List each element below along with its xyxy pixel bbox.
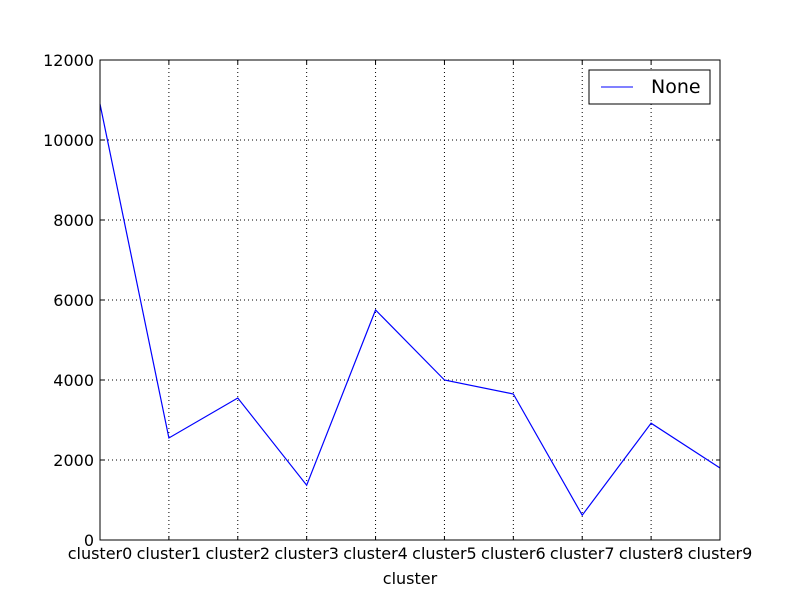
y-tick-label: 8000 [53, 211, 94, 230]
y-tick-label: 10000 [43, 131, 94, 150]
y-tick-label: 6000 [53, 291, 94, 310]
x-tick-label: cluster1 [137, 544, 202, 563]
x-tick-label: cluster8 [619, 544, 684, 563]
x-tick-label: cluster6 [481, 544, 546, 563]
x-tick-label: cluster9 [688, 544, 753, 563]
legend-label: None [651, 76, 701, 98]
x-axis-label: cluster [383, 569, 438, 588]
y-tick-label: 12000 [43, 51, 94, 70]
x-tick-label: cluster0 [68, 544, 133, 563]
y-tick-label: 0 [84, 531, 94, 550]
x-tick-labels: cluster0 cluster1 cluster2 cluster3 cluster4… [68, 544, 753, 563]
x-tick-label: cluster2 [205, 544, 270, 563]
x-tick-label: cluster7 [550, 544, 615, 563]
x-tick-label: cluster3 [274, 544, 339, 563]
x-tick-label: cluster5 [412, 544, 477, 563]
series-line [99, 103, 721, 517]
y-tick-label: 4000 [53, 371, 94, 390]
series-layer [99, 103, 721, 517]
legend: None [588, 69, 711, 105]
tick-marks [99, 59, 721, 541]
y-tick-labels: 0 2000 4000 6000 8000 10000 12000 [43, 51, 94, 550]
x-tick-label: cluster4 [343, 544, 408, 563]
grid-lines [100, 60, 720, 540]
y-tick-label: 2000 [53, 451, 94, 470]
